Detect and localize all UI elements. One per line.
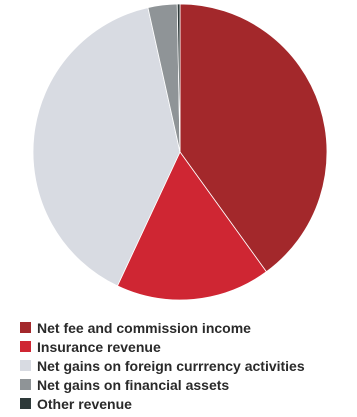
legend-item: Net fee and commission income [20,318,350,337]
legend-swatch [20,360,31,371]
legend-swatch [20,398,31,409]
legend-label: Net fee and commission income [37,319,251,336]
pie-plot [32,3,328,301]
legend-item: Net gains on financial assets [20,375,350,394]
legend-swatch [20,379,31,390]
legend-label: Insurance revenue [37,338,161,355]
legend-item: Other revenue [20,394,350,413]
pie-slice-3 [32,7,181,287]
pie-slice-2 [116,151,267,301]
legend-label: Other revenue [37,395,132,412]
legend-swatch [20,322,31,333]
pie-slice-5 [176,3,181,153]
legend-label: Net gains on financial assets [37,376,230,393]
legend: Net fee and commission income Insurance r… [20,318,350,413]
pie-slice-1 [179,3,328,273]
legend-item: Insurance revenue [20,337,350,356]
legend-label: Net gains on foreign currrency activitie… [37,357,305,374]
legend-item: Net gains on foreign currrency activitie… [20,356,350,375]
legend-swatch [20,341,31,352]
